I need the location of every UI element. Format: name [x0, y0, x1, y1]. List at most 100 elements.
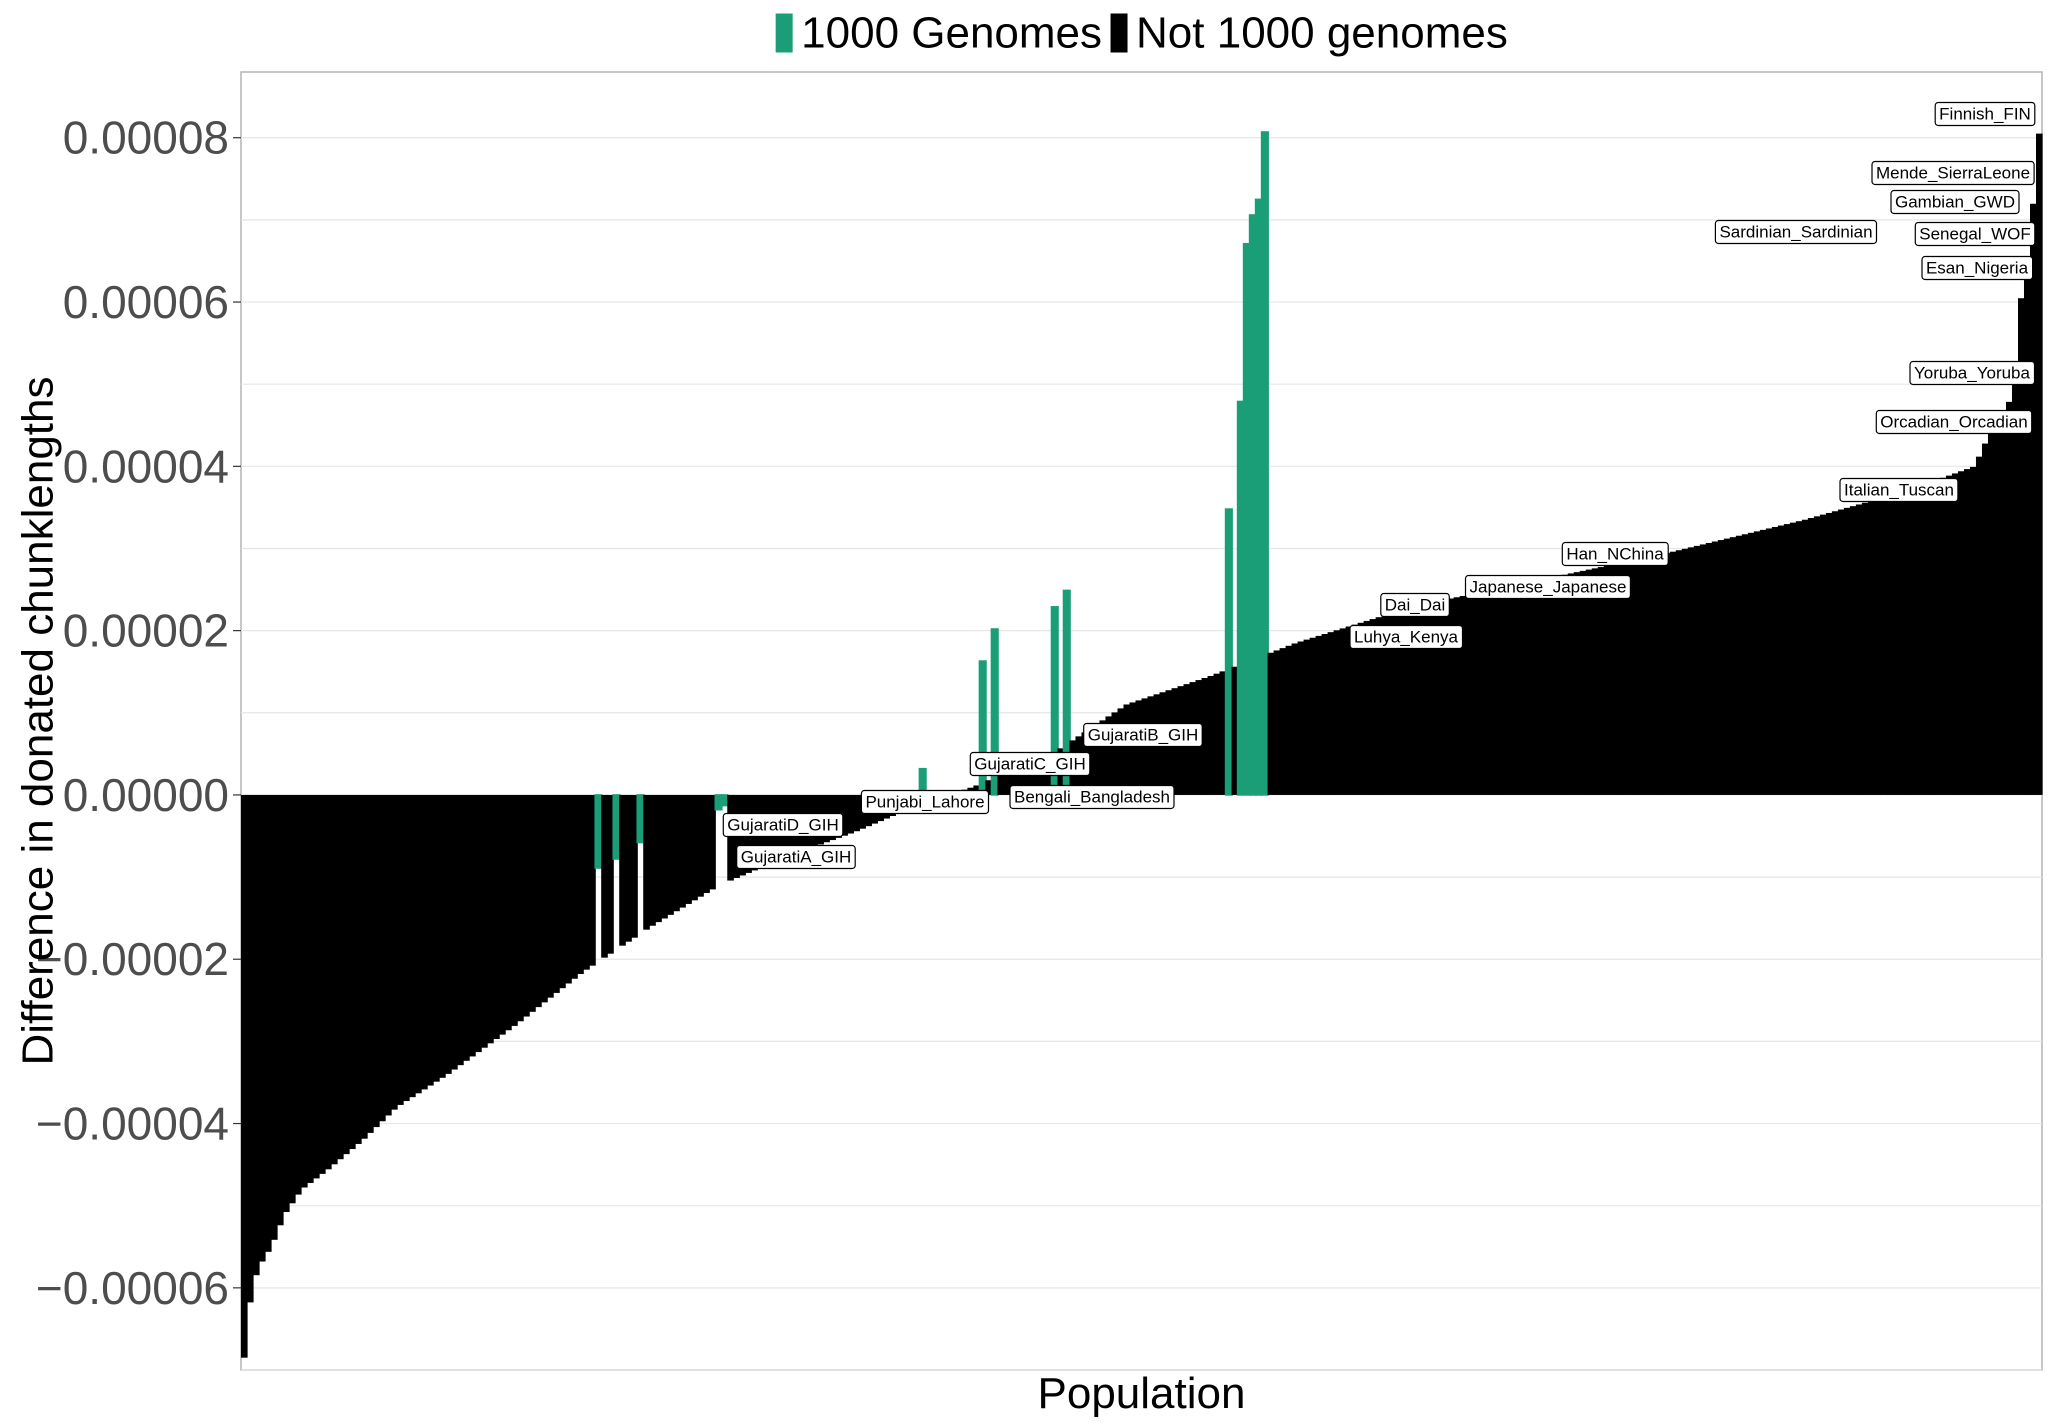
bar [373, 794, 380, 1128]
bar [1411, 605, 1419, 795]
bar [385, 794, 392, 1116]
y-axis-ticks: 0.00008 0.00006 0.00004 0.00002 0.00000 −0.00… [36, 112, 241, 1314]
annotation-label: GujaratiD_GIH [722, 812, 844, 838]
bar [1567, 573, 1575, 795]
bar [337, 794, 344, 1160]
bar [1405, 607, 1413, 795]
bar [331, 794, 338, 1165]
bar [1393, 611, 1401, 795]
bar [1561, 574, 1569, 795]
bar [295, 794, 302, 1195]
annotation-label: Orcadian_Orcadian [1875, 409, 2033, 435]
bar [1345, 626, 1353, 795]
annotation-text: Finnish_FIN [1939, 105, 2031, 124]
bar [2023, 261, 2031, 795]
bar [1909, 488, 1917, 795]
bar [361, 794, 368, 1139]
bar [1285, 645, 1293, 795]
y-tick-label: 0.00008 [63, 112, 229, 164]
bar [301, 794, 308, 1188]
bar [997, 775, 1005, 795]
bar [1009, 769, 1017, 795]
bar [547, 794, 554, 998]
bar [1555, 575, 1563, 795]
bar [1669, 551, 1677, 795]
bar [1105, 716, 1113, 795]
bar [1315, 635, 1323, 795]
bar [601, 794, 608, 958]
bar [1327, 632, 1335, 795]
bar-1000-genomes [594, 794, 603, 869]
bar [403, 794, 410, 1102]
bar [1675, 550, 1683, 795]
legend: 1000 Genomes Not 1000 genomes [774, 9, 1508, 58]
bar [1789, 522, 1797, 795]
bar [1777, 525, 1785, 795]
bar [1507, 586, 1515, 795]
bar [493, 794, 500, 1039]
bar [679, 794, 686, 908]
bar [1297, 641, 1305, 795]
bar [1279, 648, 1287, 795]
annotation-text: Luhya_Kenya [1354, 628, 1459, 647]
annotation-text: GujaratiA_GIH [741, 848, 852, 867]
bar [1753, 531, 1761, 795]
bar [409, 794, 416, 1098]
bar [517, 794, 524, 1022]
annotation-text: GujaratiC_GIH [974, 755, 1085, 774]
bar [697, 794, 704, 897]
bar [1951, 473, 1959, 795]
annotation-label: Japanese_Japanese [1464, 574, 1631, 600]
bar [1771, 527, 1779, 795]
bar [1501, 587, 1509, 795]
bar [1519, 583, 1527, 795]
bar [1645, 556, 1653, 795]
bar [421, 794, 428, 1090]
annotation-text: GujaratiD_GIH [727, 816, 838, 835]
annotation-text: Yoruba_Yoruba [1914, 364, 2031, 383]
bar [1429, 602, 1437, 795]
bar [571, 794, 578, 979]
annotation-text: Italian_Tuscan [1844, 481, 1954, 500]
bar [1573, 572, 1581, 795]
bar [1687, 547, 1695, 795]
bar [439, 794, 446, 1078]
bar [349, 794, 356, 1150]
bar [1657, 554, 1665, 795]
bar [1201, 678, 1209, 795]
bar [343, 794, 350, 1155]
y-tick-label: −0.00002 [36, 933, 229, 985]
bar [1111, 712, 1119, 795]
bar [1477, 592, 1485, 795]
bar [685, 794, 692, 904]
bar [1639, 558, 1647, 795]
annotation-label: Esan_Nigeria [1921, 255, 2034, 281]
legend-item: 1000 Genomes [774, 9, 1102, 58]
bar [1525, 582, 1533, 795]
bar [1897, 492, 1905, 795]
bar [277, 794, 284, 1226]
bar [667, 794, 674, 915]
bar [649, 794, 656, 926]
bar [1603, 565, 1611, 795]
bar [577, 794, 584, 975]
y-tick-label: 0.00002 [63, 605, 229, 657]
legend-key [1109, 12, 1129, 54]
bar [1423, 603, 1431, 795]
bar [463, 794, 470, 1061]
bar [1579, 570, 1587, 795]
bar [271, 794, 278, 1240]
bar [241, 794, 248, 1358]
bar [1339, 628, 1347, 795]
bar-1000-genomes [1224, 508, 1233, 796]
bar [427, 794, 434, 1086]
bar [253, 794, 260, 1276]
bar [391, 794, 398, 1110]
bar [1759, 529, 1767, 795]
bar [1837, 509, 1845, 795]
bar [505, 794, 512, 1031]
bar [565, 794, 572, 984]
bar [1267, 652, 1275, 795]
bar [1219, 671, 1227, 795]
bar [2005, 401, 2013, 795]
